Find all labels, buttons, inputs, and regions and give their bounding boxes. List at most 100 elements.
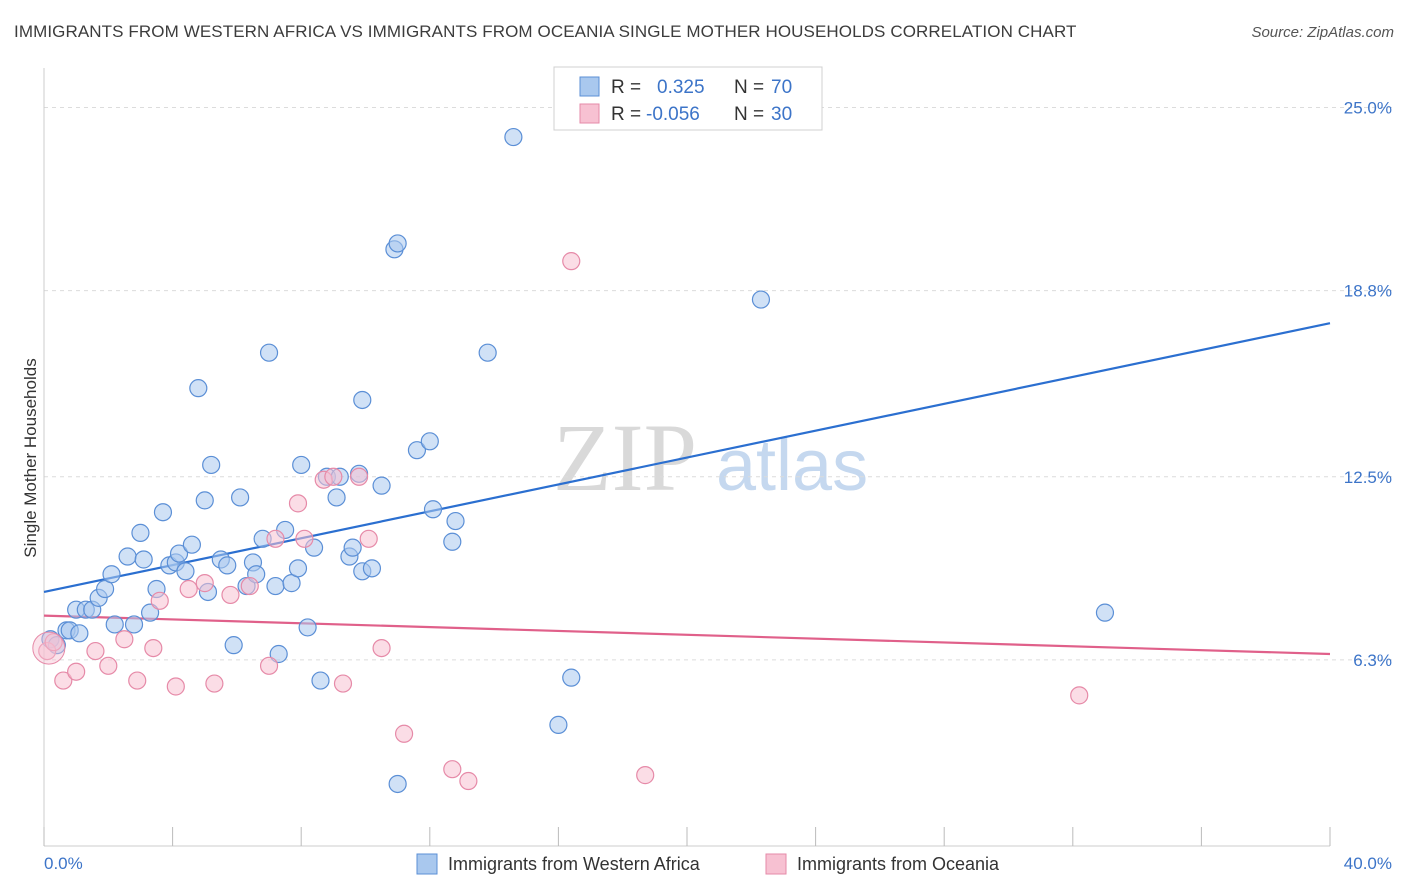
western-africa-point [343,538,362,557]
oceania-point [99,656,118,675]
oceania-point [179,579,198,599]
oceania-point [240,576,259,596]
legend-r-value-pink: -0.056 [646,104,700,125]
western-africa-point [420,432,439,451]
series-legend-label-pink: Immigrants from Oceania [797,854,1000,874]
western-africa-point [388,774,407,794]
western-africa-point [446,511,465,531]
y-tick-labels: 6.3% 12.5% 18.8% 25.0% [1344,99,1392,670]
oceania-point [205,674,224,693]
western-africa-point [153,503,173,522]
legend-swatch-blue [579,76,600,97]
western-africa-point [549,715,568,734]
watermark-zip: ZIP [553,404,697,511]
legend-n-value-blue: 70 [771,77,792,98]
western-africa-point [140,603,160,622]
western-africa-point [176,562,195,581]
western-africa-point [388,234,407,253]
series-legend-swatch-blue [416,853,438,875]
western-africa-point [124,615,144,634]
oceania-point [349,467,369,486]
western-africa-point [259,343,279,362]
western-africa-point [504,127,523,147]
legend-n-label-blue: N = [734,77,764,98]
y-tick-label: 25.0% [1344,99,1392,118]
western-africa-point [224,636,243,655]
legend-swatch-pink [579,103,600,124]
x-tick-label-min: 0.0% [44,854,83,873]
western-africa-point [292,455,311,475]
oceania-point [54,671,73,690]
western-africa-point [288,559,308,578]
western-africa-point [134,550,153,569]
oceania-point [443,760,462,779]
oceania-trend-line [43,614,1331,656]
western-africa-point [182,535,201,554]
western-africa-point [105,615,124,634]
western-africa-point [102,565,121,584]
legend-r-value-blue: 0.325 [657,77,705,98]
oceania-point [1070,686,1089,705]
oceania-point [144,638,163,658]
watermark: ZIP atlas [553,404,868,511]
oceania-point [266,529,285,548]
oceania-point [459,771,478,791]
western-africa-point [327,488,346,507]
western-africa-trend-line [43,322,1331,594]
oceania-point [562,252,581,271]
oceania-point [115,630,134,649]
oceania-point [195,574,214,593]
western-africa-point [372,476,391,495]
oceania-point [359,529,378,548]
series-legend-label-blue: Immigrants from Western Africa [448,854,701,874]
oceania-point [221,585,240,605]
legend-n-value-pink: 30 [771,104,792,125]
series-legend: Immigrants from Western Africa Immigrant… [416,853,1000,875]
western-africa-point [70,624,89,643]
western-africa-point [218,556,237,575]
chart-title: IMMIGRANTS FROM WESTERN AFRICA VS IMMIGR… [14,22,1077,41]
oceania-point [67,662,86,681]
oceania-point [324,467,343,486]
western-africa-point [1095,603,1115,622]
western-africa-point [298,618,317,637]
western-africa-point [231,488,250,507]
western-africa-point [443,532,462,551]
oceania-point [394,724,414,743]
oceania-point [150,591,169,610]
y-tick-label: 12.5% [1344,468,1392,487]
western-africa-point [169,544,189,563]
y-tick-label: 6.3% [1353,651,1392,670]
western-africa-point [202,455,221,475]
legend-n-label-pink: N = [734,104,764,125]
oceania-point [288,494,308,513]
western-africa-point [423,500,443,519]
oceania-point [44,633,63,652]
western-africa-point [189,379,208,398]
western-africa-point [562,668,581,687]
watermark-atlas: atlas [716,426,868,506]
x-tick-label-max: 40.0% [1344,854,1392,873]
series-legend-swatch-pink [765,853,787,875]
oceania-point [32,631,66,665]
western-africa-point [131,523,150,542]
western-africa-point [353,390,372,410]
oceania-point [86,641,105,661]
oceania-point [166,677,185,696]
trend-lines [43,322,1331,656]
oceania-point [333,674,353,693]
oceania-point [259,656,279,675]
western-africa-point [118,547,137,566]
chart-source: Source: ZipAtlas.com [1251,24,1394,41]
correlation-legend: R = 0.325 N = 70 R = -0.056 N = 30 [553,66,823,131]
oceania-point [372,638,391,658]
axes [43,68,1331,847]
oceania-point [636,766,655,785]
legend-r-label-blue: R = [611,77,641,98]
western-africa-point [478,343,497,362]
western-africa-point [195,491,214,510]
western-africa-point [266,576,285,596]
legend-r-label-pink: R = [611,104,641,125]
western-africa-point [751,290,771,309]
